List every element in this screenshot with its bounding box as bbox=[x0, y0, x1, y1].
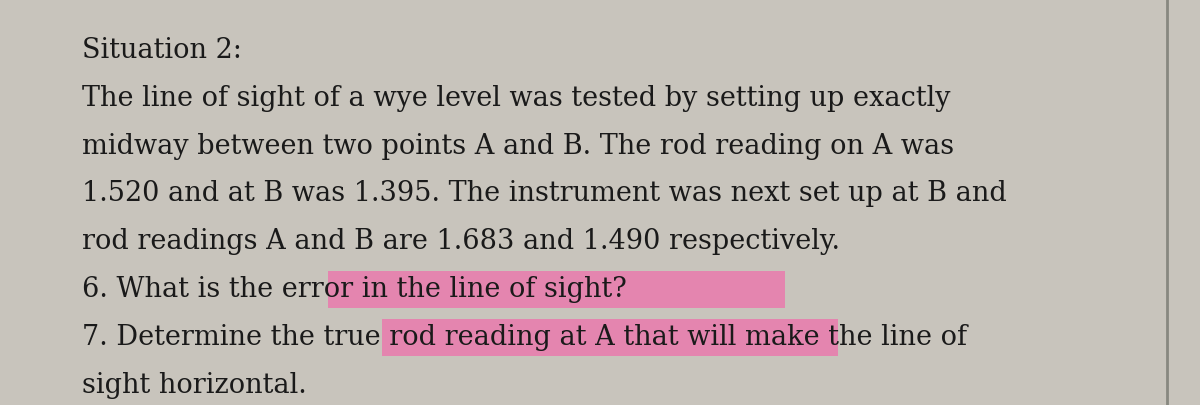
Text: 7. Determine the true rod reading at A that will make the line of: 7. Determine the true rod reading at A t… bbox=[82, 324, 967, 351]
Text: 6. What is the error in the line of sight?: 6. What is the error in the line of sigh… bbox=[82, 276, 626, 303]
Bar bbox=[382, 319, 838, 356]
Text: rod readings A and B are 1.683 and 1.490 respectively.: rod readings A and B are 1.683 and 1.490… bbox=[82, 228, 840, 255]
Text: The line of sight of a wye level was tested by setting up exactly: The line of sight of a wye level was tes… bbox=[82, 85, 950, 112]
Text: Situation 2:: Situation 2: bbox=[82, 37, 241, 64]
Text: sight horizontal.: sight horizontal. bbox=[82, 372, 306, 399]
Text: 1.520 and at B was 1.395. The instrument was next set up at B and: 1.520 and at B was 1.395. The instrument… bbox=[82, 181, 1007, 207]
Text: midway between two points A and B. The rod reading on A was: midway between two points A and B. The r… bbox=[82, 133, 954, 160]
Bar bbox=[329, 271, 785, 308]
